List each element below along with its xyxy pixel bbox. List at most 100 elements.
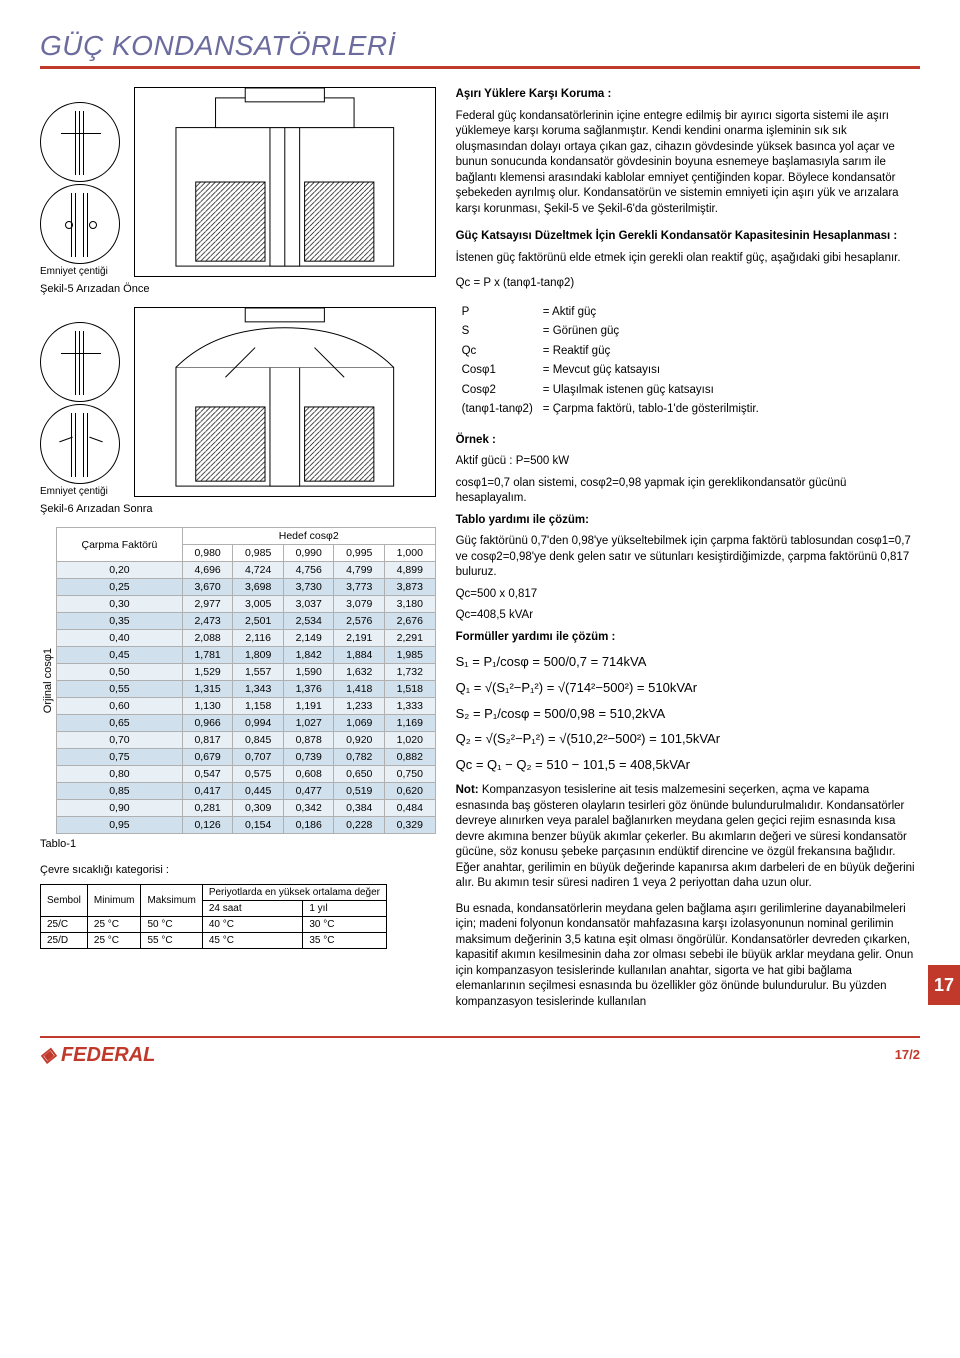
def-cell: Cosφ2 [458, 382, 537, 400]
factor-row-head: 0,40 [57, 630, 183, 647]
table-row: 0,900,2810,3090,3420,3840,484 [57, 800, 436, 817]
factor-cell: 0,739 [283, 749, 334, 766]
factor-row-head: 0,75 [57, 749, 183, 766]
factor-row-head: 0,55 [57, 681, 183, 698]
temp-cell: 25/D [41, 933, 88, 949]
formula-q2: Q₂ = √(S₂²−P₁²) = √(510,2²−500²) = 101,5… [456, 730, 920, 748]
figure-6: Emniyet çentiği [40, 307, 436, 497]
logo-icon: ◈ [40, 1044, 55, 1066]
factor-cell: 0,154 [233, 817, 284, 834]
table-row: 0,650,9660,9941,0271,0691,169 [57, 715, 436, 732]
formula-s2: S₂ = P₁/cosφ = 500/0,98 = 510,2kVA [456, 705, 920, 723]
temp-cell: 45 °C [202, 933, 303, 949]
table-row: 0,402,0882,1162,1492,1912,291 [57, 630, 436, 647]
logo-text: FEDERAL [61, 1044, 155, 1066]
note-p1: Kompanzasyon tesislerine ait tesis malze… [456, 784, 915, 889]
factor-cell: 0,966 [182, 715, 233, 732]
factor-cell: 0,608 [283, 766, 334, 783]
def-cell: S [458, 323, 537, 341]
factor-cell: 1,020 [385, 732, 436, 749]
factor-row-head: 0,80 [57, 766, 183, 783]
def-row: P= Aktif güç [458, 304, 763, 322]
factor-cell: 3,873 [385, 579, 436, 596]
note-p2: Bu esnada, kondansatörlerin meydana gele… [456, 902, 920, 1011]
temp-cell: 50 °C [141, 917, 202, 933]
note-heading: Not: [456, 784, 479, 796]
factor-cell: 0,650 [334, 766, 385, 783]
factor-cell: 3,773 [334, 579, 385, 596]
factor-cell: 0,707 [233, 749, 284, 766]
def-cell: P [458, 304, 537, 322]
def-cell: = Reaktif güç [539, 343, 763, 361]
temp-col-max: Maksimum [141, 885, 202, 917]
factor-cell: 2,291 [385, 630, 436, 647]
page-number: 17/2 [895, 1047, 920, 1062]
factor-cell: 0,126 [182, 817, 233, 834]
factor-cell: 0,817 [182, 732, 233, 749]
table-row: 0,501,5291,5571,5901,6321,732 [57, 664, 436, 681]
temp-cell: 40 °C [202, 917, 303, 933]
fig5-caption: Şekil-5 Arızadan Önce [40, 283, 436, 295]
fig6-label: Emniyet çentiği [40, 486, 130, 497]
factor-cell: 0,882 [385, 749, 436, 766]
table-row: 25/C25 °C50 °C40 °C30 °C [41, 917, 387, 933]
factor-cell: 0,994 [233, 715, 284, 732]
factor-cell: 0,620 [385, 783, 436, 800]
factor-caption: Tablo-1 [40, 838, 436, 850]
factor-cell: 0,750 [385, 766, 436, 783]
factor-row-head: 0,20 [57, 562, 183, 579]
def-cell: Cosφ1 [458, 362, 537, 380]
factor-cell: 1,343 [233, 681, 284, 698]
factor-cell: 0,845 [233, 732, 284, 749]
example-heading: Örnek : [456, 434, 496, 446]
factor-cell: 0,417 [182, 783, 233, 800]
factor-cell: 4,696 [182, 562, 233, 579]
table-row: 0,551,3151,3431,3761,4181,518 [57, 681, 436, 698]
factor-cell: 2,191 [334, 630, 385, 647]
tablo-heading: Tablo yardımı ile çözüm: [456, 514, 589, 526]
page-title: GÜÇ KONDANSATÖRLERİ [40, 30, 920, 69]
def-cell: Qc [458, 343, 537, 361]
factor-cell: 1,518 [385, 681, 436, 698]
tablo-text: Güç faktörünü 0,7'den 0,98'ye yükseltebi… [456, 534, 920, 581]
table-row: 0,352,4732,5012,5342,5762,676 [57, 613, 436, 630]
table-row: 0,750,6790,7070,7390,7820,882 [57, 749, 436, 766]
factor-col-head: 0,995 [334, 545, 385, 562]
factor-row-head: 0,85 [57, 783, 183, 800]
calc-text: İstenen güç faktörünü elde etmek için ge… [456, 251, 920, 267]
factor-cell: 1,130 [182, 698, 233, 715]
factor-cell: 1,169 [385, 715, 436, 732]
factor-col-head: 0,985 [233, 545, 284, 562]
factor-cell: 0,186 [283, 817, 334, 834]
factor-cell: 3,698 [233, 579, 284, 596]
fig6-diagram [134, 307, 436, 497]
qc1: Qc=500 x 0,817 [456, 587, 920, 603]
factor-cell: 1,842 [283, 647, 334, 664]
factor-cell: 1,732 [385, 664, 436, 681]
factor-cell: 4,756 [283, 562, 334, 579]
overload-heading: Aşırı Yüklere Karşı Koruma : [456, 88, 612, 100]
temp-cell: 35 °C [303, 933, 387, 949]
factor-col-head: 0,990 [283, 545, 334, 562]
factor-cell: 2,534 [283, 613, 334, 630]
factor-cell: 1,985 [385, 647, 436, 664]
factor-row-head: 0,60 [57, 698, 183, 715]
factor-cell: 1,632 [334, 664, 385, 681]
table-row: 0,800,5470,5750,6080,6500,750 [57, 766, 436, 783]
factor-col-head: 0,980 [182, 545, 233, 562]
factor-cell: 0,519 [334, 783, 385, 800]
factor-cell: 0,484 [385, 800, 436, 817]
factor-cell: 3,005 [233, 596, 284, 613]
factor-cell: 0,782 [334, 749, 385, 766]
factor-cell: 1,191 [283, 698, 334, 715]
fig6-caption: Şekil-6 Arızadan Sonra [40, 503, 436, 515]
factor-cell: 1,884 [334, 647, 385, 664]
def-cell: = Çarpma faktörü, tablo-1'de gösterilmiş… [539, 401, 763, 419]
calc-formula: Qc = P x (tanφ1-tanφ2) [456, 276, 920, 292]
table-row: 0,850,4170,4450,4770,5190,620 [57, 783, 436, 800]
factor-cell: 2,501 [233, 613, 284, 630]
temp-title: Çevre sıcaklığı kategorisi : [40, 864, 436, 876]
factor-cell: 0,547 [182, 766, 233, 783]
table-row: 0,451,7811,8091,8421,8841,985 [57, 647, 436, 664]
footer: ◈ FEDERAL 17/2 [40, 1036, 920, 1067]
